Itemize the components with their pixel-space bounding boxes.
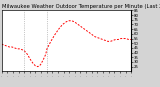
Text: Milwaukee Weather Outdoor Temperature per Minute (Last 24 Hours): Milwaukee Weather Outdoor Temperature pe… xyxy=(2,4,160,9)
